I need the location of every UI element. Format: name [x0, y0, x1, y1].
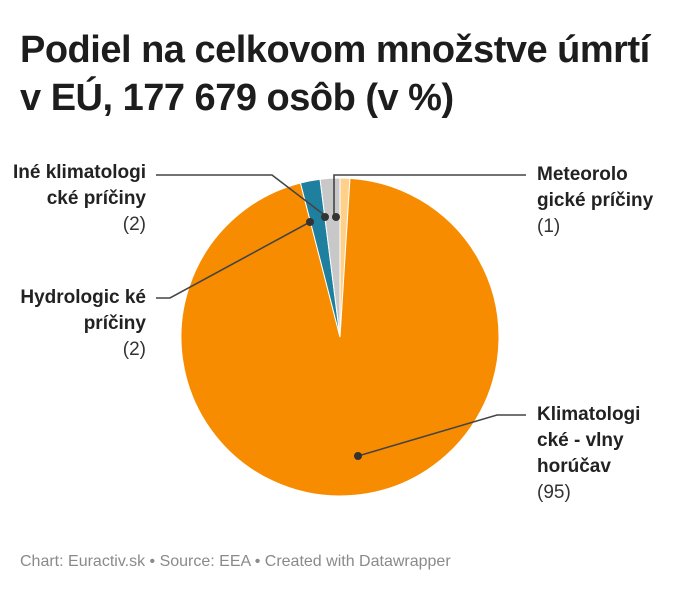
pie-slice — [180, 177, 500, 497]
label-heat-name: Klimatologi cké - vlny horúčav — [537, 404, 641, 477]
label-ine-value: (2) — [122, 214, 146, 235]
chart-footer: Chart: Euractiv.sk • Source: EEA • Creat… — [20, 553, 451, 570]
leader-lines — [156, 174, 526, 457]
leader-dots — [306, 213, 362, 460]
label-ine-name: Iné klimatologi cké príčiny — [12, 162, 146, 209]
label-hydro-name: Hydrologic ké príčiny — [20, 287, 146, 334]
pie-slices — [180, 177, 500, 497]
label-meteo: Meteorolo gické príčiny (1) — [537, 162, 662, 240]
label-ine: Iné klimatologi cké príčiny (2) — [10, 160, 146, 238]
label-meteo-name: Meteorolo gické príčiny — [537, 164, 654, 211]
label-hydro: Hydrologic ké príčiny (2) — [10, 285, 146, 363]
label-heat-value: (95) — [537, 482, 571, 503]
chart-title: Podiel na celkovom množstve úmrtí v EÚ, … — [20, 29, 650, 119]
label-meteo-value: (1) — [537, 216, 561, 237]
label-heat: Klimatologi cké - vlny horúčav (95) — [537, 402, 662, 506]
label-hydro-value: (2) — [122, 339, 146, 360]
